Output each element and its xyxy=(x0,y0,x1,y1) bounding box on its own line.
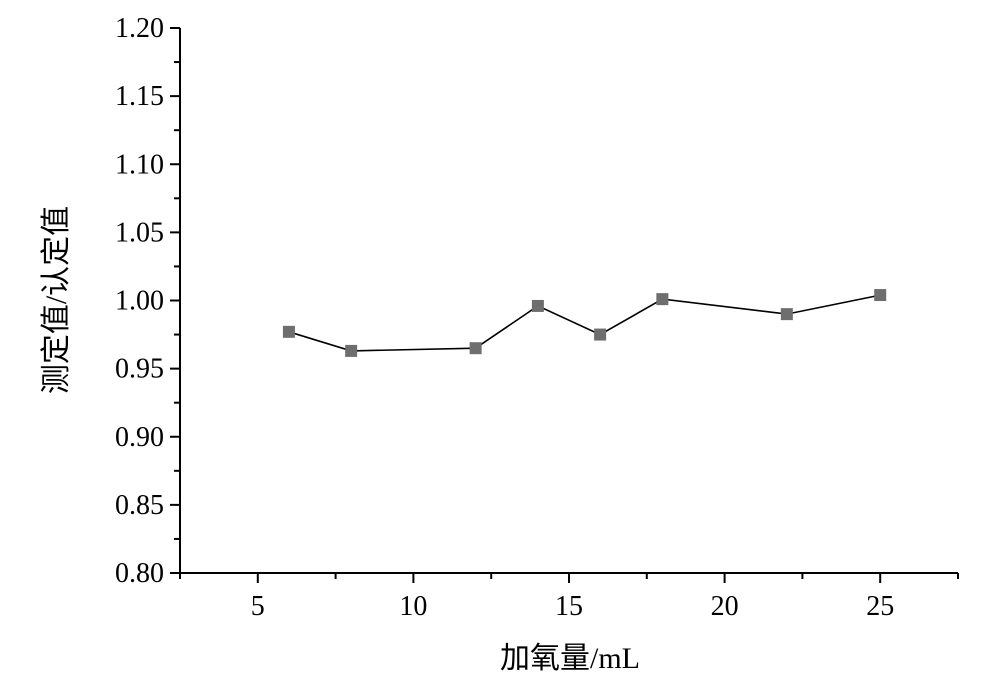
y-axis-label: 测定值/认定值 xyxy=(40,206,73,394)
y-tick-label: 1.05 xyxy=(115,217,164,248)
data-point-marker xyxy=(469,342,482,355)
y-tick-label: 0.85 xyxy=(115,490,164,521)
y-axis-ticks: 0.80 0.85 0.90 0.95 1.00 1.05 1.10 1.15 1.20 xyxy=(115,13,180,589)
data-point-marker xyxy=(531,299,544,312)
data-point-marker xyxy=(345,344,358,357)
y-tick-label: 1.00 xyxy=(115,286,164,317)
series-line xyxy=(288,294,881,352)
y-tick-label: 1.20 xyxy=(115,13,164,44)
x-axis-label: 加氧量/mL xyxy=(500,642,640,675)
x-tick-label: 25 xyxy=(866,591,894,622)
y-tick-label: 0.95 xyxy=(115,354,164,385)
data-point-marker xyxy=(874,289,887,302)
data-point-marker xyxy=(780,308,793,321)
data-point-marker xyxy=(656,293,669,306)
series-group xyxy=(282,289,887,357)
axes xyxy=(179,28,958,574)
x-tick-label: 10 xyxy=(399,591,427,622)
y-tick-label: 1.15 xyxy=(115,81,164,112)
data-point-marker xyxy=(594,328,607,341)
y-tick-label: 0.80 xyxy=(115,558,164,589)
x-tick-label: 5 xyxy=(251,591,265,622)
data-point-marker xyxy=(282,325,295,338)
y-tick-label: 0.90 xyxy=(115,422,164,453)
x-tick-label: 15 xyxy=(555,591,583,622)
x-tick-label: 20 xyxy=(711,591,739,622)
y-tick-label: 1.10 xyxy=(115,149,164,180)
x-axis-ticks: 5 10 15 20 25 xyxy=(179,573,959,622)
